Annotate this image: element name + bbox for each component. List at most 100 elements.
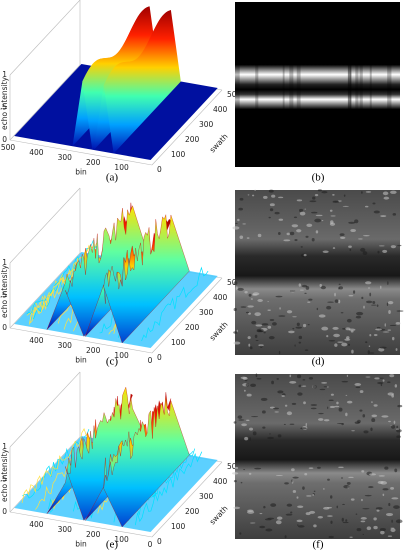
image-texture xyxy=(354,421,360,424)
image-texture xyxy=(396,429,402,433)
y-tick-label: 200 xyxy=(185,507,200,516)
image-texture xyxy=(363,430,369,434)
image-texture xyxy=(240,481,243,484)
surface-ridge xyxy=(103,396,190,528)
image-texture xyxy=(316,307,319,311)
image-texture xyxy=(378,475,385,477)
image-texture xyxy=(312,493,314,496)
y-tick-label: 400 xyxy=(213,293,228,302)
image-texture xyxy=(373,525,378,530)
image-texture xyxy=(259,512,263,515)
image-texture xyxy=(308,298,313,301)
image-texture xyxy=(278,218,284,221)
image-texture xyxy=(304,473,308,476)
image-texture xyxy=(373,333,378,337)
image-texture xyxy=(235,286,238,290)
image-texture xyxy=(250,298,253,300)
image-texture xyxy=(352,290,356,294)
image-texture xyxy=(246,419,250,422)
image-texture xyxy=(289,374,292,378)
panel-caption: (f) xyxy=(313,539,324,550)
image-texture xyxy=(238,207,243,211)
x-tick-label: 300 xyxy=(58,525,73,534)
image-texture xyxy=(233,479,237,483)
image-texture xyxy=(301,284,308,288)
image-texture xyxy=(247,305,254,308)
image-texture xyxy=(284,535,287,539)
image-texture xyxy=(382,331,390,333)
image-texture xyxy=(240,306,247,308)
image-texture xyxy=(385,512,394,517)
image-texture xyxy=(239,532,242,535)
panel-caption: (d) xyxy=(312,356,325,368)
image-texture xyxy=(326,335,329,338)
image-texture xyxy=(289,380,297,384)
image-texture xyxy=(340,236,346,239)
y-tick-label: 500 xyxy=(227,90,242,99)
image-texture xyxy=(274,211,280,215)
image-texture xyxy=(279,307,281,310)
panel-caption: (c) xyxy=(106,356,119,368)
image-streak xyxy=(296,2,301,167)
image-texture xyxy=(334,405,340,408)
y-axis-label: swath xyxy=(208,320,230,343)
image-texture xyxy=(245,383,250,387)
image-texture xyxy=(396,425,399,429)
image-texture xyxy=(239,197,244,201)
image-texture xyxy=(300,385,307,387)
image-texture xyxy=(296,519,303,523)
image-texture xyxy=(367,287,371,289)
axis-edge xyxy=(9,64,81,141)
image-texture xyxy=(393,420,396,424)
image-texture xyxy=(297,525,305,528)
image-texture xyxy=(361,498,363,502)
image-texture xyxy=(341,517,344,522)
image-texture xyxy=(362,235,370,237)
image-texture xyxy=(297,505,304,508)
image-texture xyxy=(268,216,271,219)
image-texture xyxy=(317,516,323,519)
image-texture xyxy=(382,379,385,382)
image-texture xyxy=(373,210,380,214)
image-texture xyxy=(388,502,391,507)
x-tick-label: 300 xyxy=(58,341,73,350)
image-texture xyxy=(326,386,329,388)
image-texture xyxy=(304,292,307,295)
image-texture xyxy=(350,498,355,501)
image-texture xyxy=(233,506,241,510)
image-texture xyxy=(329,209,333,212)
image-texture xyxy=(263,332,266,334)
image-texture xyxy=(379,527,386,532)
image-texture xyxy=(296,496,299,499)
image-texture xyxy=(376,326,381,329)
image-texture xyxy=(339,233,345,237)
image-texture xyxy=(367,350,370,355)
image-texture xyxy=(378,245,385,247)
image-texture xyxy=(371,414,378,418)
image-texture xyxy=(350,228,356,233)
image-texture xyxy=(355,513,358,515)
image-texture xyxy=(362,533,364,535)
image-texture xyxy=(364,205,369,208)
y-tick-label: 300 xyxy=(199,492,214,501)
image-texture xyxy=(333,333,340,338)
image-texture xyxy=(338,287,340,290)
image-texture xyxy=(304,349,309,352)
image-texture xyxy=(346,318,352,323)
image-texture xyxy=(305,235,309,238)
image-texture xyxy=(317,418,324,421)
axis-edge xyxy=(9,0,81,76)
image-texture xyxy=(390,190,397,194)
image-texture xyxy=(330,215,336,217)
image-texture xyxy=(386,302,389,307)
image-texture xyxy=(378,377,384,379)
image-texture xyxy=(373,404,378,407)
image-texture xyxy=(390,245,397,249)
image-texture xyxy=(361,191,363,194)
image-texture xyxy=(338,283,341,286)
image-texture xyxy=(364,494,372,497)
image-texture xyxy=(298,335,303,340)
image-streak xyxy=(282,2,285,167)
image-texture xyxy=(365,191,372,193)
image-texture xyxy=(360,517,367,520)
